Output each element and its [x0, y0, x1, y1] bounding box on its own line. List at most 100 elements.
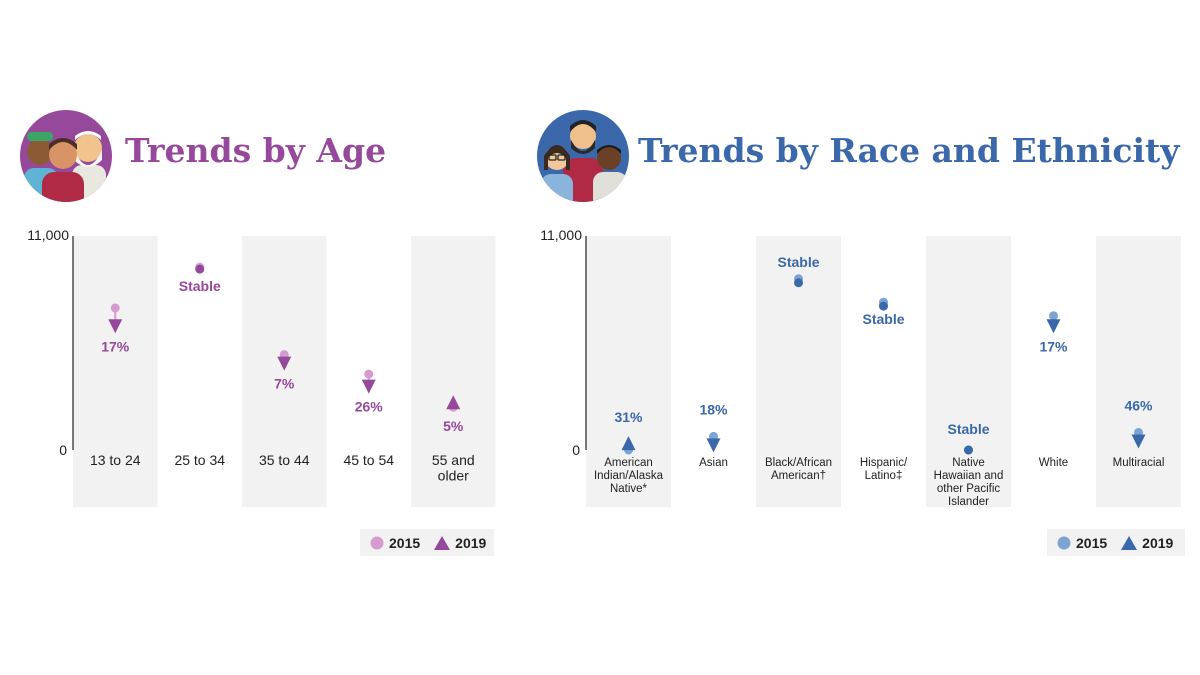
- data-point-group: [446, 395, 461, 412]
- category-label-line: Native*: [610, 483, 648, 495]
- category-label: 25 to 34: [174, 452, 225, 468]
- category-label-line: older: [438, 468, 469, 484]
- age-panel: Trends by Age 11,000 0 17% 13 to 24 Stable 25…: [0, 0, 520, 675]
- category-label-line: Hispanic/: [860, 457, 908, 469]
- category-label-line: 35 to 44: [259, 452, 310, 468]
- legend-item-2019: 2019: [1121, 535, 1173, 551]
- change-label: Stable: [179, 278, 221, 294]
- category-label-line: Islander: [948, 496, 989, 508]
- category-band: [411, 236, 496, 507]
- legend-item-2015: 2015: [370, 535, 420, 551]
- category-label-line: other Pacific: [937, 483, 1001, 495]
- legend-label-2015: 2015: [389, 534, 421, 551]
- legend-item-2019: 2019: [434, 535, 486, 551]
- point-2019: [879, 301, 888, 311]
- y-tick-label: 11,000: [27, 227, 69, 243]
- category-label-line: Latino‡: [865, 470, 903, 482]
- category-label-line: 45 to 54: [343, 452, 394, 468]
- legend-triangle-icon: [434, 535, 451, 550]
- data-point-group: [361, 369, 376, 394]
- legend-label-2019: 2019: [1142, 534, 1174, 551]
- category-band: [1096, 236, 1181, 507]
- change-label: 18%: [699, 401, 728, 417]
- category-label-line: White: [1039, 457, 1068, 469]
- category-label: 13 to 24: [90, 452, 141, 468]
- category-band: [926, 236, 1011, 507]
- change-label: Stable: [862, 311, 904, 327]
- category-label-line: American: [604, 457, 653, 469]
- point-2019: [621, 436, 636, 451]
- data-point-group: [879, 297, 888, 311]
- category-label-line: Asian: [699, 457, 728, 469]
- category-label-line: Native: [952, 457, 985, 469]
- race-panel-title: Trends by Race and Ethnicity: [638, 131, 1180, 170]
- point-2019: [108, 319, 123, 334]
- change-label: 31%: [614, 409, 643, 425]
- change-label: 17%: [101, 338, 130, 354]
- point-2019: [1046, 319, 1061, 334]
- legend-circle-icon: [1057, 536, 1071, 549]
- three-people-age-icon: [20, 110, 112, 202]
- category-label: Native Hawaiian and other Pacific Islander: [934, 457, 1004, 508]
- data-point-group: [964, 445, 973, 455]
- legend-label-2019: 2019: [455, 534, 487, 551]
- race-panel: Trends by Race and Ethnicity 11,000 0 31% A…: [520, 0, 1200, 675]
- category-label-line: American†: [771, 470, 826, 482]
- race-chart: 11,000 0 31% American Indian/Alaska Native* 18…: [540, 227, 1181, 508]
- data-point-group: [794, 274, 803, 288]
- point-2019: [964, 445, 973, 455]
- legend-item-2015: 2015: [1057, 535, 1107, 551]
- category-label: Black/African American†: [765, 457, 832, 482]
- category-band: [73, 236, 158, 507]
- y-tick-label: 0: [59, 442, 67, 458]
- change-label: 17%: [1039, 338, 1068, 354]
- category-label: 45 to 54: [343, 452, 394, 468]
- data-point-group: [108, 303, 123, 334]
- category-band: [586, 236, 671, 507]
- category-label: Multiracial: [1113, 457, 1165, 469]
- three-people-race-icon: [537, 110, 629, 202]
- data-point-group: [1131, 427, 1146, 449]
- legend-triangle-icon: [1121, 535, 1138, 550]
- data-point-group: [621, 436, 636, 455]
- race-legend: 2015 2019: [1047, 529, 1185, 556]
- data-point-group: [706, 431, 721, 453]
- category-label: White: [1039, 457, 1068, 469]
- category-label: 55 and older: [432, 452, 475, 484]
- point-2019: [277, 356, 292, 371]
- data-point-group: [1046, 311, 1061, 334]
- data-point-group: [277, 350, 292, 371]
- legend-label-2015: 2015: [1076, 534, 1108, 551]
- legend-circle-icon: [370, 536, 384, 549]
- change-label: Stable: [777, 254, 819, 270]
- category-label-line: Indian/Alaska: [594, 470, 664, 482]
- point-2019: [361, 379, 376, 394]
- category-label-line: 13 to 24: [90, 452, 141, 468]
- point-2019: [1131, 434, 1146, 449]
- category-label-line: Hawaiian and: [934, 470, 1004, 482]
- change-label: Stable: [947, 421, 989, 437]
- category-label-line: 25 to 34: [174, 452, 225, 468]
- category-label: Hispanic/Latino‡: [860, 457, 908, 482]
- category-label-line: Black/African: [765, 457, 832, 469]
- point-2019: [794, 278, 803, 288]
- age-legend: 2015 2019: [360, 529, 494, 556]
- change-label: 7%: [274, 376, 295, 392]
- change-label: 26%: [355, 399, 384, 415]
- data-point-group: [195, 262, 205, 274]
- change-label: 46%: [1124, 397, 1153, 413]
- age-chart: 11,000 0 17% 13 to 24 Stable 25 to 34 7% 35 to …: [27, 227, 496, 507]
- category-label-line: 55 and: [432, 452, 475, 468]
- change-label: 5%: [443, 418, 464, 434]
- point-2019: [706, 438, 721, 453]
- age-panel-title: Trends by Age: [125, 131, 387, 170]
- category-band: [242, 236, 327, 507]
- point-2019: [446, 395, 461, 410]
- point-2019: [195, 264, 205, 274]
- y-tick-label: 0: [572, 442, 580, 458]
- category-label: Asian: [699, 457, 728, 469]
- category-label-line: Multiracial: [1113, 457, 1165, 469]
- category-label: American Indian/Alaska Native*: [594, 457, 664, 495]
- y-tick-label: 11,000: [540, 227, 582, 243]
- category-label: 35 to 44: [259, 452, 310, 468]
